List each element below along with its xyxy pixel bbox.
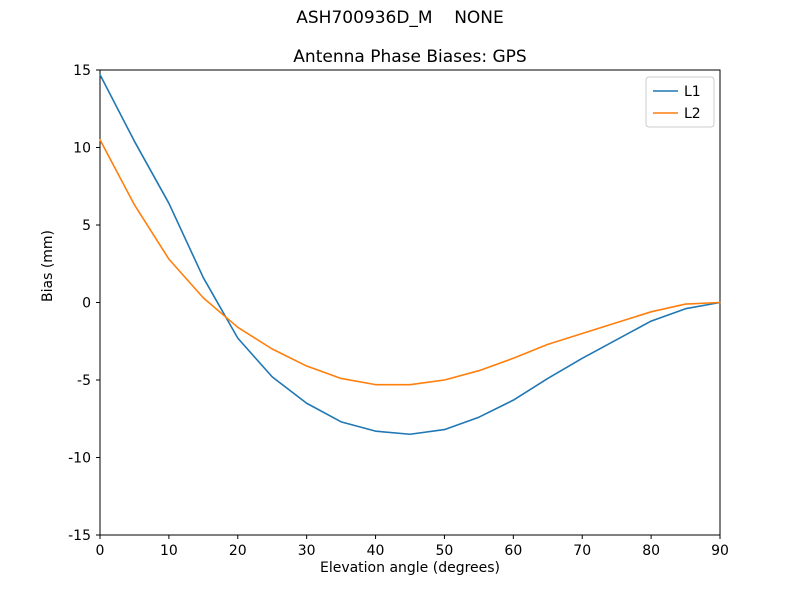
series-line-L1: [99, 73, 721, 436]
legend-label-L2: L2: [684, 106, 701, 122]
x-tick-label: 50: [436, 543, 454, 559]
series-line-L2: [99, 138, 721, 386]
x-axis-label: Elevation angle (degrees): [319, 560, 501, 576]
figure-suptitle: ASH700936D_M NONE: [296, 8, 504, 28]
legend-box: [645, 76, 715, 128]
y-tick-label: -15: [68, 528, 91, 544]
x-tick-label: 30: [298, 543, 316, 559]
legend-label-L1: L1: [684, 84, 701, 100]
y-tick-label: -10: [68, 451, 91, 467]
x-tick-label: 0: [96, 543, 105, 559]
x-tick-label: 10: [160, 543, 178, 559]
x-tick-label: 90: [711, 543, 729, 559]
chart-title: Antenna Phase Biases: GPS: [293, 47, 527, 67]
y-tick-label: -5: [77, 373, 91, 389]
y-tick-label: 10: [73, 141, 91, 157]
y-tick-label: 5: [82, 218, 91, 234]
y-tick-label: 15: [73, 63, 91, 79]
x-tick-label: 40: [367, 543, 385, 559]
plot-border: [99, 69, 721, 536]
y-tick-label: 0: [82, 296, 91, 312]
x-tick-label: 80: [642, 543, 660, 559]
x-tick-label: 60: [504, 543, 522, 559]
x-tick-label: 70: [573, 543, 591, 559]
x-tick-label: 20: [229, 543, 247, 559]
